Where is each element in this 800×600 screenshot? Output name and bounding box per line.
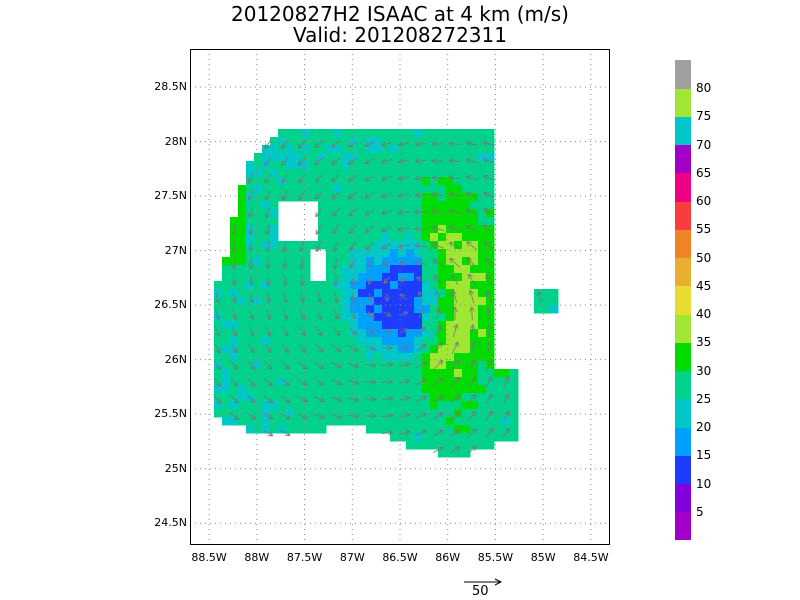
colorbar-label: 80 bbox=[696, 81, 712, 96]
valid-time: Valid: 201208272311 bbox=[293, 23, 507, 47]
colorbar-label: 65 bbox=[696, 165, 712, 180]
colorbar-label: 10 bbox=[696, 476, 712, 491]
colorbar-label: 15 bbox=[696, 448, 712, 463]
colorbar-swatch bbox=[675, 398, 691, 428]
x-tick-label: 86W bbox=[435, 551, 461, 564]
x-tick-label: 85.5W bbox=[477, 551, 514, 564]
x-tick-label: 88.5W bbox=[191, 551, 227, 564]
colorbar-label: 70 bbox=[696, 137, 712, 152]
y-tick-label: 26.5N bbox=[154, 298, 187, 312]
lat-lon-grid bbox=[190, 49, 610, 545]
colorbar-swatch bbox=[675, 370, 691, 400]
chart-title: 20120827H2 ISAAC at 4 km (m/s) bbox=[231, 2, 569, 26]
map-canvas bbox=[190, 49, 610, 545]
wind-field-map bbox=[190, 49, 610, 545]
colorbar-swatch bbox=[675, 172, 691, 202]
y-tick-label: 27.5N bbox=[154, 189, 187, 203]
y-tick-label: 27N bbox=[164, 243, 187, 257]
reference-vector-arrow bbox=[464, 578, 503, 586]
x-tick-label: 85W bbox=[530, 551, 556, 564]
colorbar-swatch bbox=[675, 342, 691, 372]
colorbar-label: 55 bbox=[696, 222, 712, 237]
y-tick-label: 24.5N bbox=[154, 516, 187, 530]
reference-vector-label: 50 bbox=[472, 584, 489, 599]
colorbar-swatch bbox=[675, 483, 691, 513]
colorbar-label: 60 bbox=[696, 194, 712, 209]
colorbar-label: 45 bbox=[696, 278, 712, 293]
x-tick-label: 84.5W bbox=[573, 551, 609, 564]
y-tick-label: 25N bbox=[164, 461, 187, 475]
colorbar bbox=[675, 60, 691, 541]
colorbar-swatch bbox=[675, 229, 691, 259]
x-tick-label: 87.5W bbox=[286, 551, 323, 564]
colorbar-label: 75 bbox=[696, 109, 712, 124]
colorbar-label: 30 bbox=[696, 363, 712, 378]
colorbar-swatch bbox=[675, 201, 691, 230]
colorbar-swatch bbox=[675, 144, 691, 174]
plot-frame bbox=[190, 49, 610, 545]
y-tick-label: 28N bbox=[164, 134, 187, 148]
colorbar-swatch bbox=[675, 257, 691, 287]
wind-vectors bbox=[213, 139, 541, 454]
colorbar-swatch bbox=[675, 285, 691, 315]
colorbar-label: 25 bbox=[696, 391, 712, 406]
y-tick-label: 28.5N bbox=[154, 80, 187, 94]
colorbar-swatch bbox=[675, 60, 691, 89]
colorbar-swatch bbox=[675, 116, 691, 146]
x-tick-label: 88W bbox=[244, 551, 270, 564]
colorbar-label: 35 bbox=[696, 335, 712, 350]
y-tick-label: 25.5N bbox=[154, 407, 187, 421]
x-tick-label: 86.5W bbox=[382, 551, 418, 564]
colorbar-swatch bbox=[675, 511, 691, 541]
colorbar-swatch bbox=[675, 314, 691, 343]
colorbar-swatch bbox=[675, 427, 691, 456]
colorbar-swatch bbox=[675, 88, 691, 117]
y-tick-label: 26N bbox=[164, 352, 187, 366]
colorbar-label: 40 bbox=[696, 307, 712, 322]
colorbar-swatch bbox=[675, 455, 691, 485]
x-tick-label: 87W bbox=[339, 551, 365, 564]
colorbar-label: 20 bbox=[696, 420, 712, 435]
colorbar-label: 50 bbox=[696, 250, 712, 265]
colorbar-label: 5 bbox=[696, 504, 704, 519]
